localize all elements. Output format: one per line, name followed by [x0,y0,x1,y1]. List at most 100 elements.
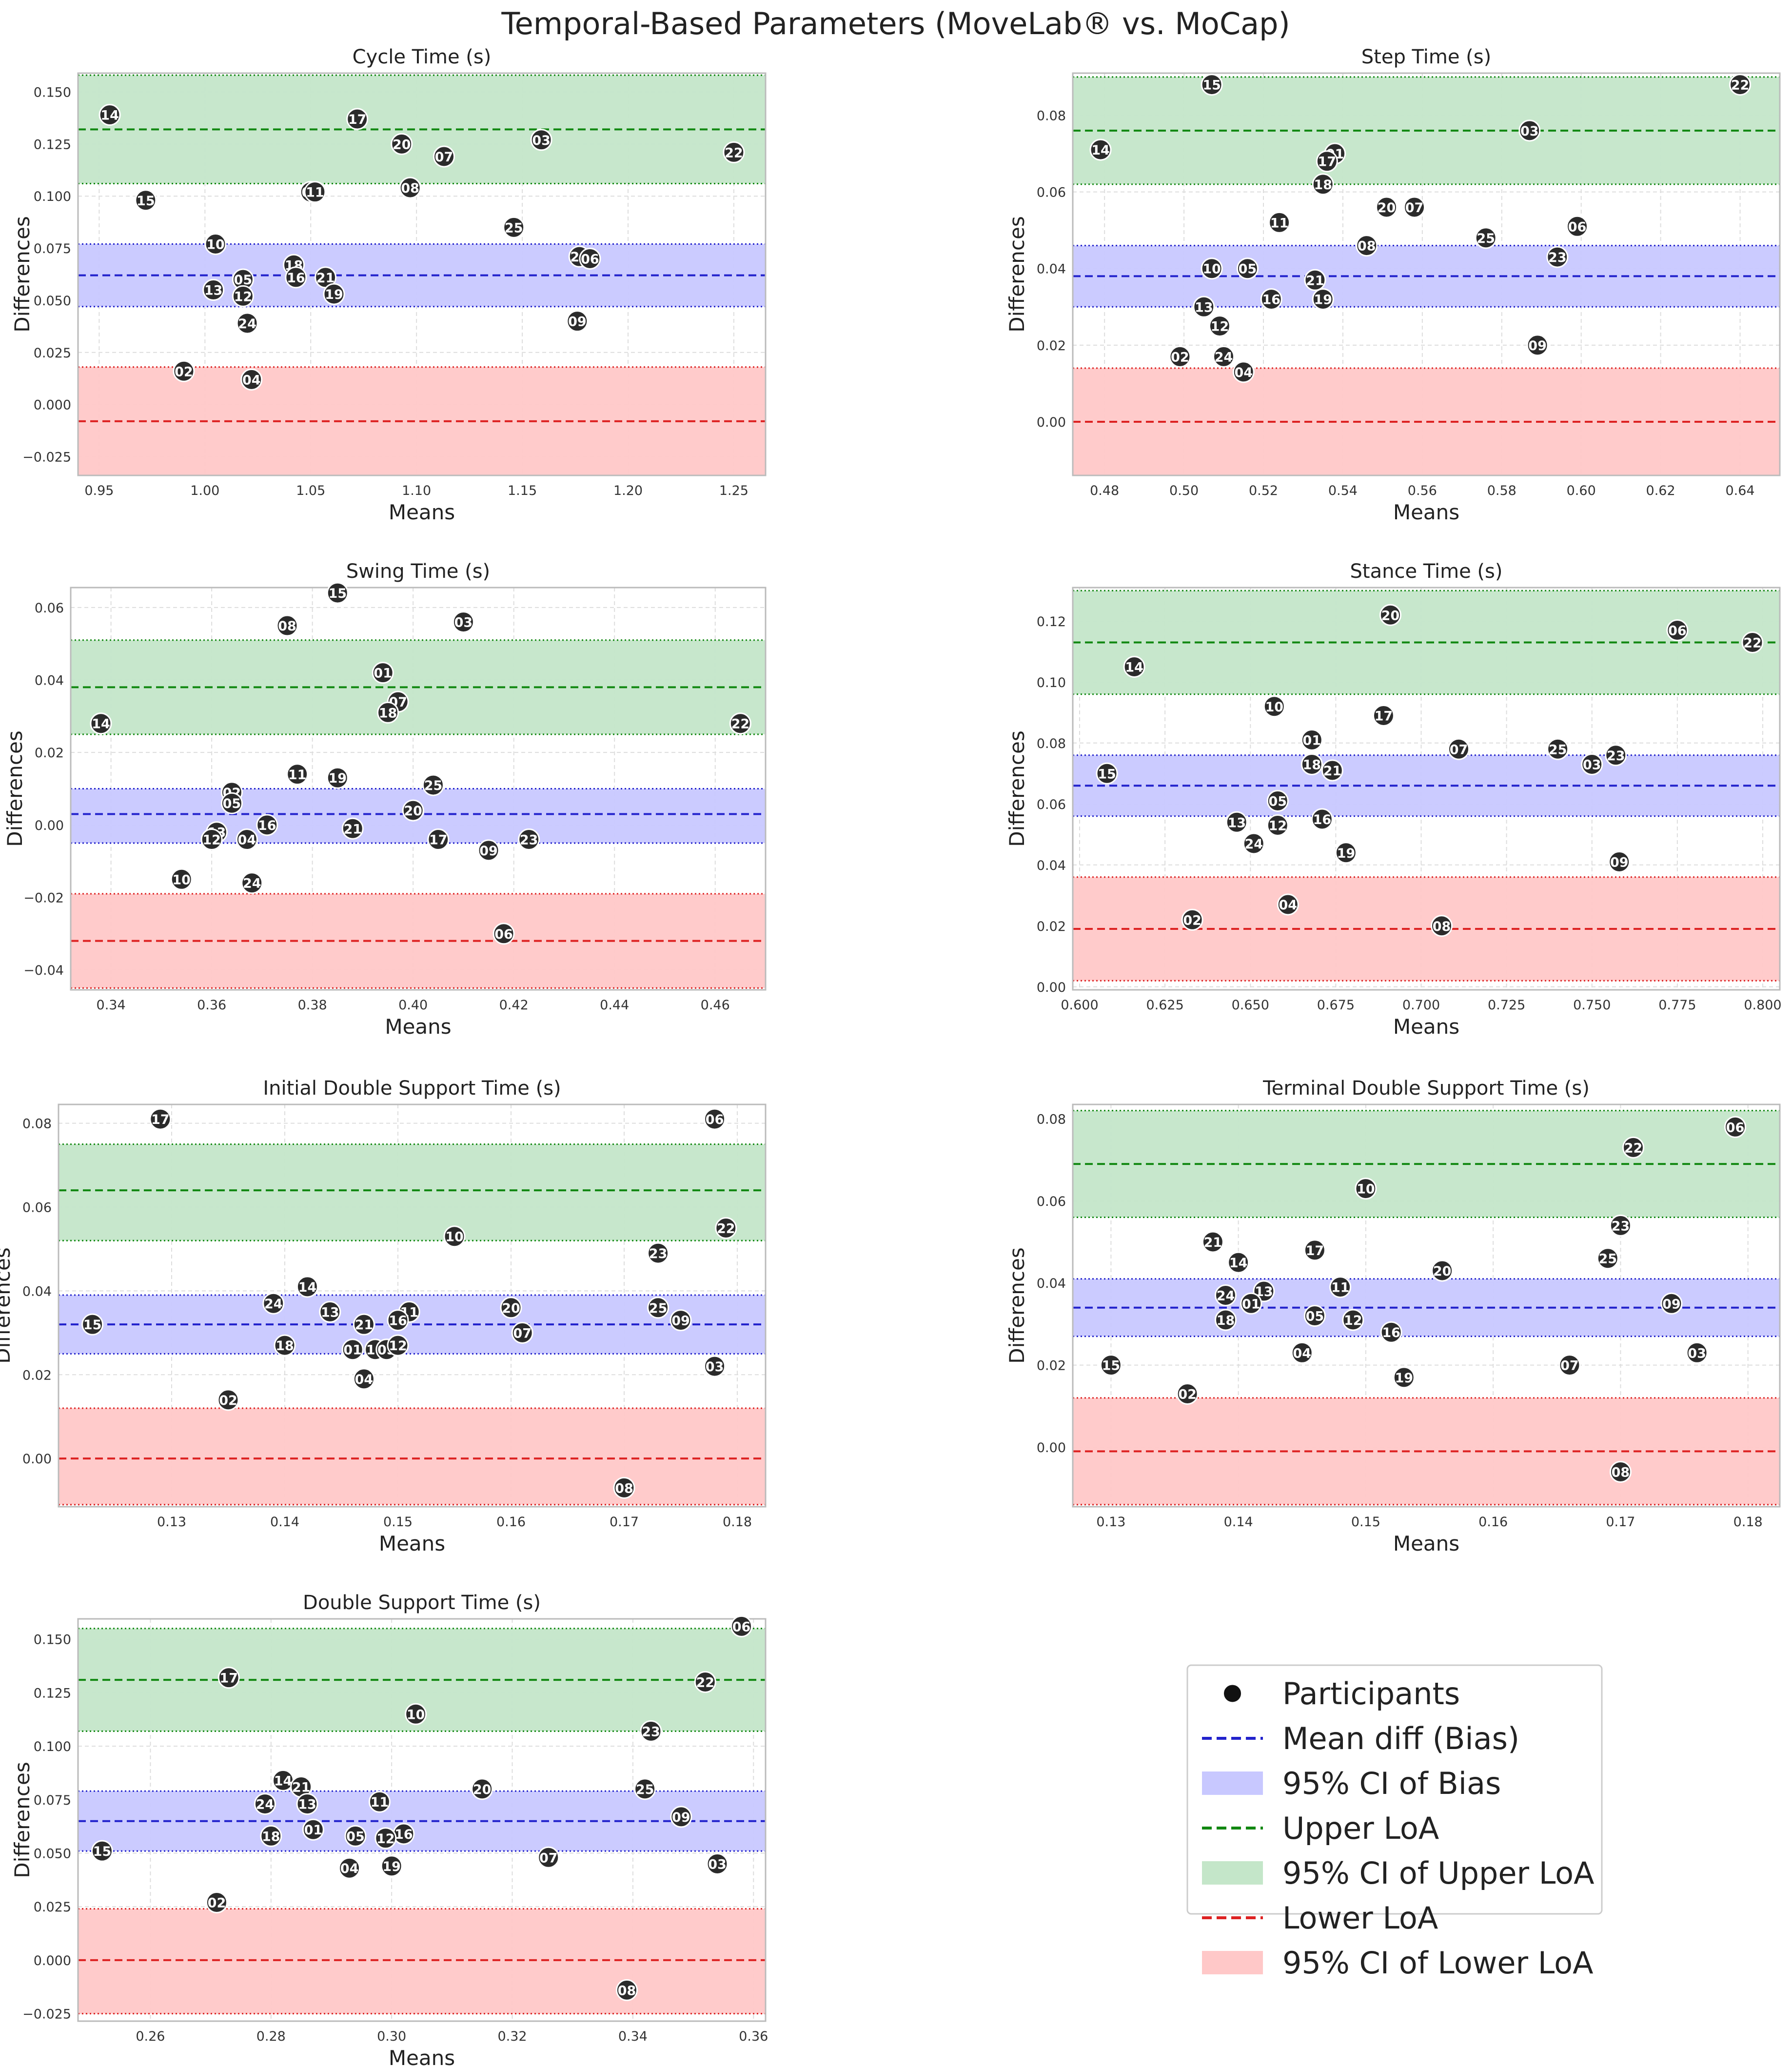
participant-point [1558,1354,1581,1377]
participant-label: 14 [1229,1256,1248,1271]
legend-patch [1202,1951,1263,1974]
participant-label: 08 [1612,1465,1630,1480]
x-tick-label: 0.58 [1487,483,1516,498]
participant-point [1213,345,1235,368]
participant-point [1605,744,1627,767]
y-tick-label: 0.06 [22,1200,52,1216]
participant-point [341,817,364,840]
plot-frame [58,1103,767,1508]
x-tick-label: 1.00 [190,483,219,498]
participant-point [276,614,298,637]
participant-point [1448,738,1470,760]
participant-point [1686,1341,1708,1364]
participant-label: 05 [346,1829,365,1844]
participant-label: 14 [92,717,110,732]
x-axis-label: Means [379,1532,445,1555]
y-tick-label: 0.150 [34,85,71,100]
participant-point [1316,150,1338,173]
participant-point [296,1793,318,1815]
participant-label: 06 [1568,219,1587,235]
participant-point [1609,1460,1632,1483]
participant-label: 02 [1183,913,1201,928]
participant-label: 04 [1279,898,1298,913]
participant-point [503,216,525,238]
participant-point [511,1321,533,1344]
participant-point [1169,345,1191,368]
participant-point [537,1846,560,1869]
panel-title: Stance Time (s) [1350,560,1503,583]
legend-marker [1222,1683,1242,1704]
x-tick-label: 0.775 [1658,998,1696,1013]
y-tick-label: 0.125 [34,137,71,152]
participant-label: 25 [636,1782,654,1797]
participant-point [729,712,751,735]
participant-point [170,868,193,890]
y-tick-label: 0.08 [22,1117,52,1132]
plot-frame [70,587,767,991]
participant-point [202,279,225,301]
participant-label: 10 [445,1230,464,1245]
participant-point [1356,235,1378,257]
participant-label: 10 [407,1707,425,1722]
y-tick-label: 0.08 [1037,108,1066,123]
y-tick-label: 0.02 [22,1368,52,1383]
participant-point [634,1778,656,1800]
participant-label: 16 [258,818,276,833]
participant-label: 25 [505,220,523,236]
participant-label: 25 [1477,231,1495,246]
participant-points: 1522140301171820071106250823100521191613… [1089,74,1752,383]
participant-label: 06 [1726,1120,1745,1135]
participant-point [1300,729,1323,751]
panel-2: 0.48 0.50 0.52 0.54 0.56 0.58 0.60 0.62 0.64 0.00… [1005,46,1781,524]
participant-point [1240,1292,1262,1315]
participant-points: 1415172007032201110825101816210513121924… [98,103,745,391]
participant-point [1376,196,1398,218]
participant-point [704,1108,726,1130]
participant-point [1089,138,1112,161]
panel-title: Terminal Double Support Time (s) [1262,1077,1590,1100]
x-tick-label: 0.15 [1351,1515,1380,1530]
y-tick-label: 0.00 [35,818,64,833]
participant-label: 23 [520,833,538,848]
participant-point [1266,814,1289,836]
participant-point [518,828,540,851]
participant-point [319,1300,341,1323]
participant-point [135,189,157,212]
participant-point [285,266,307,289]
x-tick-label: 0.36 [197,998,226,1013]
y-tick-label: 0.000 [34,1953,71,1968]
participant-point [274,1334,296,1357]
participant-label: 21 [343,822,362,837]
participant-point [1215,1284,1237,1306]
participant-point [640,1720,662,1742]
participant-point [1581,753,1603,775]
x-tick-label: 0.13 [157,1515,186,1530]
y-tick-label: 0.150 [34,1633,71,1648]
participant-point [452,611,474,633]
participant-point [296,1276,318,1298]
x-tick-label: 0.16 [1478,1515,1508,1530]
participant-point [1303,1239,1326,1261]
participant-label: 04 [1234,365,1253,380]
y-tick-label: 0.025 [34,346,71,361]
panel-6: 0.13 0.14 0.15 0.16 0.17 0.18 0.00 0.02 0.04 0.06… [1005,1077,1781,1555]
participant-point [302,1818,324,1841]
participant-point [477,839,500,862]
participant-point [1242,832,1265,855]
participant-point [1526,334,1549,356]
participant-point [1300,753,1323,775]
y-axis-label: Differences [3,730,27,846]
participant-label: 17 [219,1671,238,1686]
participant-label: 21 [292,1780,311,1795]
participant-point [326,767,349,789]
x-tick-label: 0.650 [1232,998,1269,1013]
x-tick-label: 0.14 [1224,1515,1253,1530]
participant-label: 03 [706,1359,724,1375]
participant-label: 08 [615,1481,633,1496]
participant-point [391,133,413,155]
legend-patch [1202,1861,1263,1885]
participant-point [286,763,309,786]
participant-point [647,1297,670,1319]
y-tick-label: 0.02 [1037,1358,1066,1374]
